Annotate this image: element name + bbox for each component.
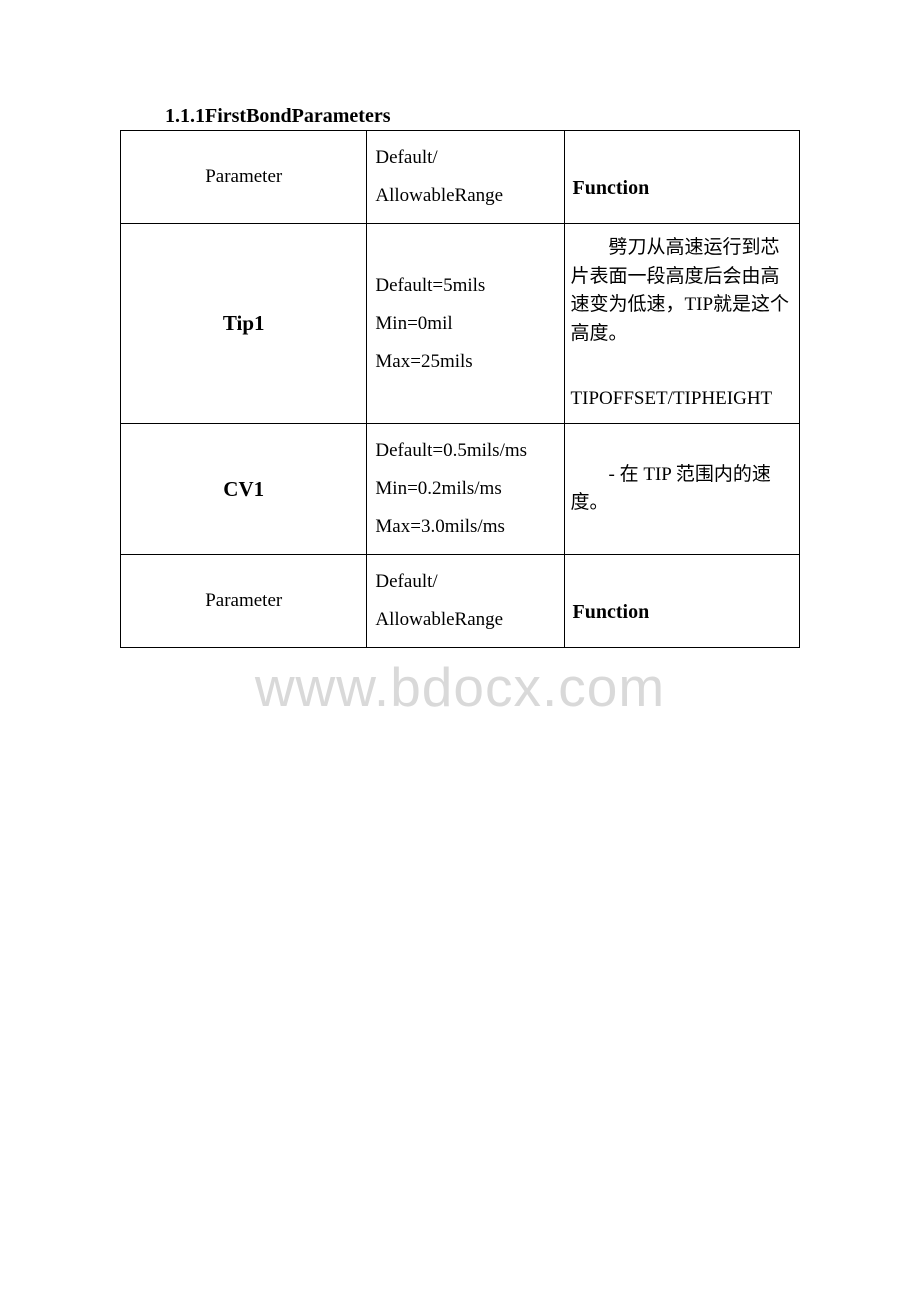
table-row-cv1: CV1 Default=0.5mils/ms Min=0.2mils/ms Ma… — [121, 424, 800, 555]
header-function: Function — [565, 147, 799, 208]
cv1-range-line3: Max=3.0mils/ms — [375, 508, 563, 546]
cv1-func: - 在 TIP 范围内的速度。 — [565, 451, 799, 528]
header2-parameter: Parameter — [205, 590, 282, 611]
header2-function: Function — [565, 571, 799, 632]
header-range-line1: Default/ — [375, 139, 563, 177]
table-header-row-2: Parameter Default/ AllowableRange Functi… — [121, 555, 800, 648]
tip1-range-line1: Default=5mils — [375, 267, 563, 305]
parameters-table: Parameter Default/ AllowableRange Functi… — [120, 130, 800, 648]
param-cv1: CV1 — [223, 477, 264, 501]
section-title: 1.1.1FirstBondParameters — [165, 105, 800, 128]
tip1-range-line2: Min=0mil — [375, 305, 563, 343]
cv1-range-line2: Min=0.2mils/ms — [375, 470, 563, 508]
header2-range-line1: Default/ — [375, 563, 563, 601]
table-header-row: Parameter Default/ AllowableRange Functi… — [121, 131, 800, 224]
cv1-range-line1: Default=0.5mils/ms — [375, 432, 563, 470]
header-parameter: Parameter — [205, 166, 282, 187]
param-tip1: Tip1 — [223, 311, 265, 335]
table-row-tip1: Tip1 Default=5mils Min=0mil Max=25mils 劈… — [121, 224, 800, 424]
tip1-func-para2: TIPOFFSET/TIPHEIGHT — [571, 356, 793, 413]
header-range-line2: AllowableRange — [375, 177, 563, 215]
tip1-range-line3: Max=25mils — [375, 343, 563, 381]
tip1-func-para1: 劈刀从高速运行到芯片表面一段高度后会由高速变为低速，TIP就是这个高度。 — [571, 234, 793, 348]
header2-range-line2: AllowableRange — [375, 601, 563, 639]
watermark: www.bdocx.com — [0, 655, 920, 719]
